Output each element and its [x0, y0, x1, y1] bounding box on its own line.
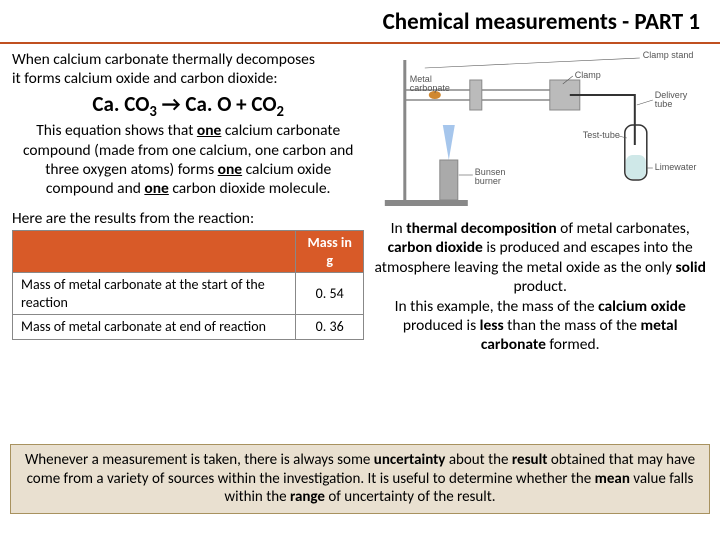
t: produced is	[403, 316, 480, 335]
intro-line-1: When calcium carbonate thermally decompo…	[12, 50, 315, 69]
eq-rhs: Ca. O + CO	[185, 91, 276, 117]
eq-arrow: →	[157, 91, 186, 117]
table-row: Mass of metal carbonate at the start of …	[13, 273, 364, 315]
label-clamp-stand: Clamp stand	[643, 50, 694, 60]
intro-line-2: it forms calcium oxide and carbon dioxid…	[12, 69, 278, 88]
t: product.	[513, 277, 566, 296]
t: This equation shows that	[36, 121, 197, 140]
apparatus-diagram: Clamp stand Clamp Metal carbonate Delive…	[372, 50, 708, 215]
t: of uncertainty of the result.	[325, 488, 496, 506]
label-bunsen2: burner	[475, 176, 501, 186]
main-content: When calcium carbonate thermally decompo…	[0, 44, 720, 355]
t: carbon dioxide	[388, 238, 483, 257]
t: than the mass of the	[504, 316, 641, 335]
explain-paragraph: This equation shows that one calcium car…	[12, 121, 364, 199]
label-clamp: Clamp	[575, 70, 601, 80]
label-metal-carbonate2: carbonate	[410, 83, 450, 93]
t: Whenever a measurement is taken, there i…	[25, 451, 374, 469]
col-mass: Mass in g	[295, 231, 363, 273]
footer-box: Whenever a measurement is taken, there i…	[10, 444, 710, 514]
page-title: Chemical measurements - PART 1	[0, 0, 720, 44]
t: calcium oxide	[598, 297, 686, 316]
t: solid	[675, 258, 705, 277]
left-column: When calcium carbonate thermally decompo…	[12, 50, 364, 355]
cell: 0. 54	[295, 273, 363, 315]
right-paragraph: In thermal decomposition of metal carbon…	[372, 219, 708, 355]
results-table: Mass in g Mass of metal carbonate at the…	[12, 230, 364, 340]
equation: Ca. CO3 → Ca. O + CO2	[12, 89, 364, 122]
table-row: Mass of metal carbonate at end of reacti…	[13, 315, 364, 340]
col-blank	[13, 231, 296, 273]
t: range	[290, 488, 325, 506]
right-column: Clamp stand Clamp Metal carbonate Delive…	[372, 50, 708, 355]
t: less	[480, 316, 504, 335]
label-delivery-tube2: tube	[655, 99, 673, 109]
t: one	[197, 121, 221, 140]
t: In	[391, 219, 407, 238]
t: of metal carbonates,	[557, 219, 690, 238]
t: one	[144, 179, 168, 198]
eq-sub2: 2	[277, 102, 284, 120]
cell: Mass of metal carbonate at end of reacti…	[13, 315, 296, 340]
cell: 0. 36	[295, 315, 363, 340]
label-limewater: Limewater	[655, 162, 697, 172]
t: uncertainty	[374, 451, 446, 469]
t: In this example, the mass of the	[395, 297, 598, 316]
t: thermal decomposition	[406, 219, 556, 238]
label-test-tube: Test-tube	[583, 130, 620, 140]
t: mean	[595, 470, 630, 488]
table-header-row: Mass in g	[13, 231, 364, 273]
results-intro: Here are the results from the reaction:	[12, 209, 364, 228]
t: result	[512, 451, 548, 469]
cell: Mass of metal carbonate at the start of …	[13, 273, 296, 315]
t: about the	[445, 451, 511, 469]
eq-sub1: 3	[149, 102, 156, 120]
t: carbon dioxide molecule.	[169, 179, 331, 198]
eq-lhs: Ca. CO	[92, 91, 149, 117]
intro-text: When calcium carbonate thermally decompo…	[12, 50, 364, 89]
t: one	[218, 160, 242, 179]
t: formed.	[546, 335, 600, 354]
